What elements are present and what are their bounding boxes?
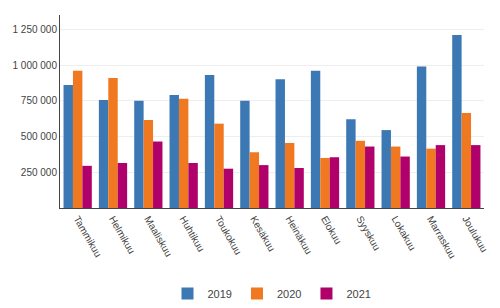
svg-text:Joulukuu: Joulukuu [460, 214, 490, 254]
svg-text:1 250 000: 1 250 000 [13, 24, 58, 35]
svg-text:2020: 2020 [277, 288, 301, 300]
svg-text:Kesäkuu: Kesäkuu [248, 214, 277, 253]
svg-text:250 000: 250 000 [21, 167, 58, 178]
svg-text:2019: 2019 [208, 288, 232, 300]
svg-text:500 000: 500 000 [21, 131, 58, 142]
svg-text:Heinäkuu: Heinäkuu [284, 214, 315, 256]
svg-text:Syyskuu: Syyskuu [354, 214, 382, 252]
svg-text:Marraskuu: Marraskuu [425, 214, 458, 260]
svg-text:2021: 2021 [346, 288, 370, 300]
svg-text:Lokakuu: Lokakuu [390, 214, 418, 252]
svg-text:750 000: 750 000 [21, 95, 58, 106]
svg-text:Maaliskuu: Maaliskuu [142, 214, 174, 258]
svg-text:Helmikuu: Helmikuu [107, 214, 137, 256]
svg-text:1 000 000: 1 000 000 [13, 60, 58, 71]
svg-text:Elokuu: Elokuu [319, 214, 344, 246]
svg-text:Tammikuu: Tammikuu [72, 214, 104, 259]
svg-text:Huhtikuu: Huhtikuu [178, 214, 207, 254]
svg-text:Toukokuu: Toukokuu [213, 214, 244, 257]
